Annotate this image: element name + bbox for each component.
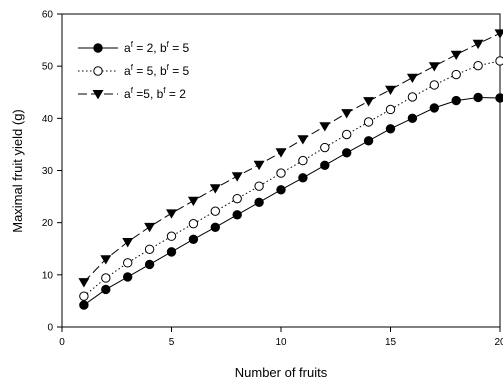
data-point [209,184,221,194]
data-point [406,73,418,83]
series-2 [79,56,503,301]
data-point [363,136,374,146]
chart-legend: af = 2, bf = 5 af = 5, bf = 5 af =5, bf = … [78,40,190,101]
data-point [407,113,418,124]
legend-marker [92,90,104,100]
legend-label: af = 5, bf = 5 [124,63,190,78]
x-tick-label: 15 [385,337,397,348]
data-point [144,222,156,233]
data-point [276,168,286,178]
series-1 [79,92,503,310]
data-point [473,60,483,71]
data-point [407,92,418,102]
x-axis-label: Number of fruits [235,365,328,380]
data-point [473,92,483,103]
data-point [188,219,199,229]
data-point [78,278,90,288]
data-point [385,85,396,95]
series-line [83,32,501,283]
data-point [188,234,199,245]
data-point [101,284,111,295]
data-point [144,259,155,270]
data-point [429,103,439,113]
x-tick-label: 5 [169,337,175,348]
data-point [341,109,353,119]
data-point [166,231,177,241]
data-point [100,255,112,265]
data-point [472,39,484,50]
data-point [187,196,199,207]
y-tick-label: 20 [42,218,54,229]
data-point [451,69,461,80]
legend-label: af =5, bf = 2 [124,86,186,101]
data-point [385,124,396,134]
data-point [210,206,221,216]
data-point [494,29,503,39]
data-point [253,160,265,171]
data-point [297,135,309,145]
data-point [319,122,331,132]
x-tick-label: 0 [59,337,65,348]
data-point [122,238,134,248]
data-point [123,258,133,268]
data-point [451,95,461,106]
data-point [254,197,264,208]
series-line [83,96,501,306]
data-point [450,50,462,61]
y-tick-label: 40 [42,114,54,125]
legend-entry-2: af = 5, bf = 5 [78,63,190,78]
data-point [363,97,375,107]
data-point [298,173,308,183]
y-axis-label: Maximal fruit yield (g) [10,109,25,233]
data-point [342,148,352,158]
data-point [320,160,330,170]
data-point [101,273,111,283]
data-point [320,142,330,153]
x-tick-label: 20 [494,337,503,348]
data-point [495,56,503,66]
data-point [385,104,396,115]
data-point [79,291,89,301]
y-tick-label: 60 [42,10,54,21]
data-point [232,193,242,204]
x-tick-label: 10 [275,337,287,348]
data-point [428,62,440,72]
chart-ticks: 0 5 10 15 20 0 10 20 30 40 50 60 [42,10,503,349]
data-point [144,244,155,254]
data-point [123,272,133,282]
data-point [276,185,286,195]
y-tick-label: 30 [42,166,54,177]
data-point [298,155,308,166]
legend-marker [93,43,103,53]
data-point [166,209,177,219]
series-3 [78,29,503,288]
data-point [231,172,243,182]
data-point [363,117,374,127]
legend-entry-3: af =5, bf = 2 [78,86,186,101]
y-tick-label: 10 [42,270,54,281]
data-point [79,300,89,310]
data-point [275,148,287,158]
data-point [166,247,177,257]
y-tick-label: 0 [47,323,53,334]
legend-label: af = 2, bf = 5 [124,40,190,55]
data-point [429,80,439,90]
legend-entry-1: af = 2, bf = 5 [78,40,190,55]
data-point [254,181,264,191]
data-point [495,93,503,103]
data-point [232,210,242,220]
y-tick-label: 50 [42,62,54,73]
chart-series [78,29,503,310]
legend-marker [93,66,103,76]
data-point [342,129,352,140]
data-point [210,222,221,233]
